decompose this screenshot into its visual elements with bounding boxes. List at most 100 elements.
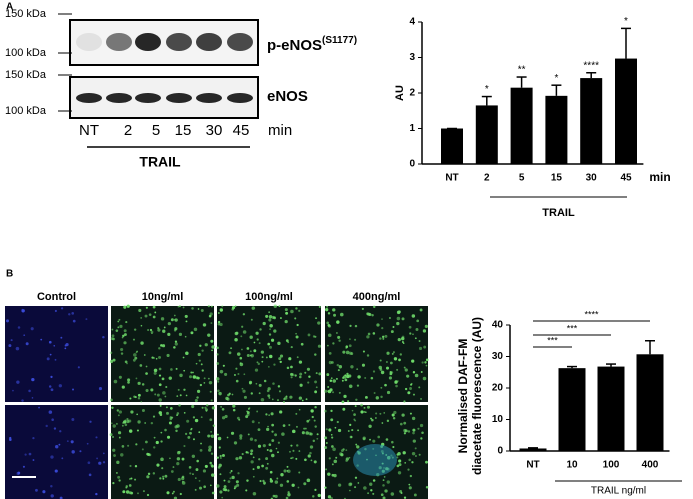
cell [172,490,175,493]
cell [66,440,69,443]
cell [209,418,213,422]
cell [222,364,225,367]
cell [216,362,220,365]
cell [348,456,351,459]
cell [121,385,125,389]
cell [268,396,271,399]
cell [268,414,271,417]
cell [386,351,390,355]
cell [401,413,405,417]
cell [309,451,312,455]
cell [151,356,154,359]
cell [330,418,334,422]
cell [234,305,237,308]
y-tick-label: 10 [492,414,504,425]
cell [333,473,337,478]
micrograph [111,306,214,402]
cell [226,436,229,439]
cell [48,410,53,414]
significance: *** [567,323,578,333]
cell [139,364,143,367]
cell [298,471,301,474]
cell [216,484,220,488]
cell [54,358,57,361]
blot-band [135,93,161,103]
cell [153,371,157,375]
cell [49,353,52,356]
cell [290,444,293,447]
cell [199,486,203,490]
cell [263,379,267,383]
cell [271,439,275,442]
cell [224,372,228,376]
cell [156,393,160,397]
cell [88,473,92,477]
lane-label: 30 [206,122,223,139]
panel-label: B [6,269,13,280]
cell [263,481,266,485]
cell [230,347,233,350]
bar [441,128,463,164]
cell [239,362,242,365]
cell [372,370,376,373]
cell [161,377,165,381]
cell [401,317,405,321]
cell [132,358,136,362]
cell [150,388,154,392]
cell [242,313,246,316]
cell [125,486,128,489]
cell [115,422,118,425]
cell [195,362,198,365]
cell [45,424,48,428]
cell [194,418,199,423]
cell [314,488,317,491]
cell [276,477,279,480]
cell [72,319,76,323]
cell [246,479,249,482]
cell [384,489,388,493]
cell [191,307,194,310]
cell [177,477,181,482]
cell [98,461,102,465]
cell [178,332,183,336]
cell [369,482,373,486]
cell [40,338,43,341]
cell [17,326,21,329]
x-tick-label: 2 [484,173,490,184]
cell [144,422,147,424]
cell [396,316,401,321]
cell [217,322,221,326]
cell [256,338,259,341]
cell [202,469,206,473]
cell [242,330,247,334]
cell [251,420,255,424]
cell [210,452,214,455]
bar [519,448,547,451]
cell [199,383,203,387]
cell [257,444,262,448]
cell [251,306,256,310]
cell [173,496,178,499]
cell [146,493,150,497]
cell [365,411,367,414]
cell [115,471,118,474]
cell [417,427,420,430]
mw-marker: 100 kDa [5,47,47,59]
micrographs [5,304,429,499]
column-label: 100ng/ml [245,291,293,303]
cell [127,378,131,382]
cell [334,426,337,429]
cell [31,397,34,399]
cell [396,456,399,459]
cell [383,476,386,478]
cell [325,428,328,431]
cell [310,459,313,462]
cell [414,447,417,450]
significance: **** [583,60,599,71]
cell [245,451,248,454]
cell [170,470,174,473]
cell [414,373,419,378]
cell [162,329,166,333]
cell [347,400,350,403]
cell [288,423,291,427]
